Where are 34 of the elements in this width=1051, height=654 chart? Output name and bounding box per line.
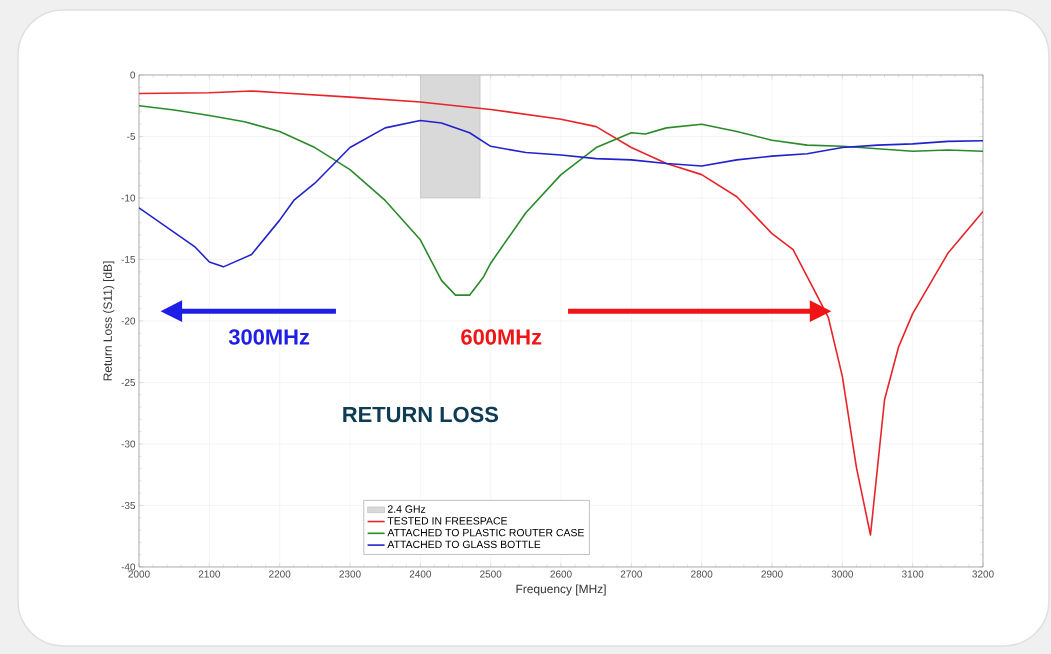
y-tick-label: -40 — [121, 563, 136, 571]
annotation: RETURN LOSS — [343, 406, 499, 423]
y-tick-label: 0 — [130, 71, 136, 79]
x-tick-label: 2100 — [198, 570, 221, 578]
x-tick-label: 2200 — [269, 570, 291, 578]
x-tick-label: 2000 — [128, 570, 150, 578]
y-tick-label: -20 — [121, 317, 136, 325]
x-tick-label: 2800 — [691, 570, 713, 578]
y-tick-label: -10 — [121, 194, 136, 202]
y-tick-label: -35 — [121, 501, 136, 510]
x-tick-label: 3200 — [972, 570, 994, 578]
legend-label: ATTACHED TO GLASS BOTTLE — [387, 540, 541, 549]
y-tick-label: -5 — [127, 133, 136, 140]
x-tick-label: 2600 — [550, 570, 572, 578]
x-tick-label: 2300 — [339, 570, 361, 578]
y-tick-label: -25 — [121, 378, 136, 387]
line-series — [139, 90, 984, 536]
annotation: 600MHz — [461, 329, 542, 345]
y-tick-label: -30 — [121, 440, 136, 448]
legend-label: 2.4 GHz — [387, 505, 426, 513]
x-axis-title: Frequency [MHz] — [516, 584, 606, 596]
line-series — [139, 119, 984, 268]
line-series — [139, 104, 984, 296]
x-tick-label: 2900 — [761, 570, 783, 578]
legend-label: ATTACHED TO PLASTIC ROUTER CASE — [387, 528, 584, 537]
x-tick-label: 2700 — [620, 570, 643, 578]
y-axis-title: Return Loss (S11) [dB] — [103, 261, 115, 381]
x-tick-label: 2500 — [480, 570, 502, 578]
y-tick-label: -15 — [121, 256, 136, 263]
x-tick-label: 3100 — [901, 570, 924, 578]
annotation: 300MHz — [228, 329, 310, 345]
x-tick-label: 2400 — [409, 570, 432, 578]
legend-label: TESTED IN FREESPACE — [387, 517, 508, 525]
x-tick-label: 3000 — [831, 570, 854, 578]
